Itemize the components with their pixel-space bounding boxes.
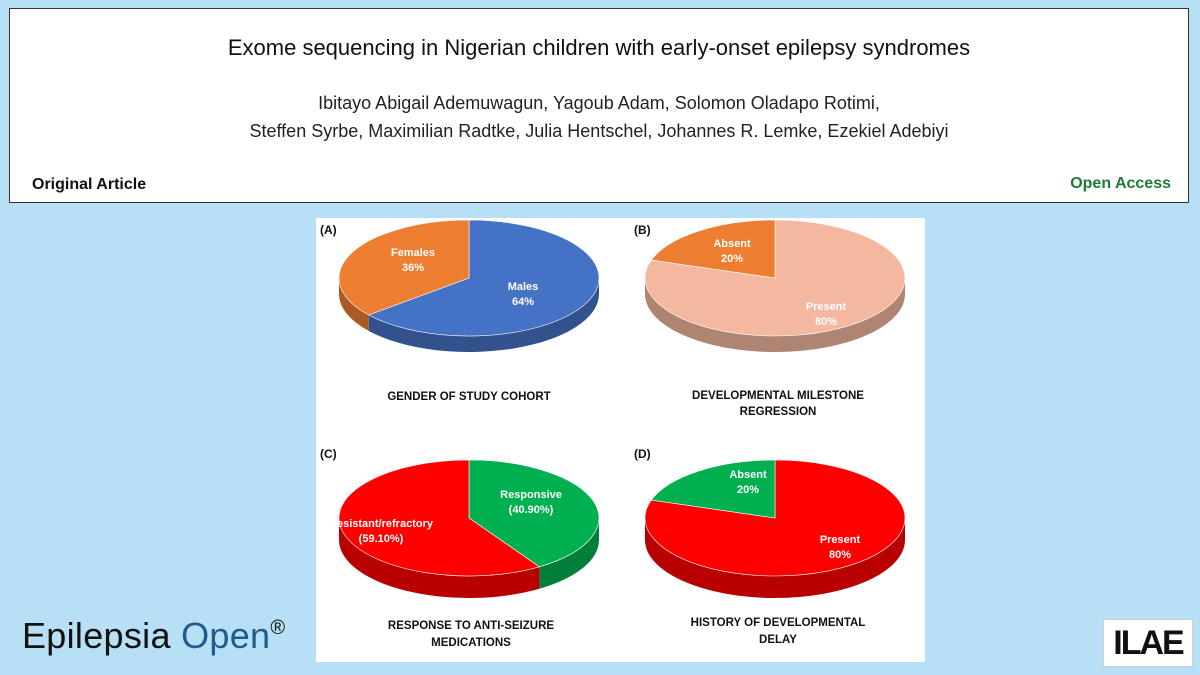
panel-label: (D) — [634, 447, 651, 461]
slice-value-label: 20% — [737, 484, 759, 496]
registered-mark: ® — [270, 617, 286, 639]
pie-slice-absent — [650, 459, 776, 519]
journal-name-part2: Open — [181, 615, 271, 656]
slice-value-label: 80% — [829, 549, 851, 561]
chart-caption: MEDICATIONS — [431, 637, 511, 649]
journal-name: Epilepsia Open® — [22, 615, 285, 657]
slice-label: Present — [806, 301, 847, 313]
article-type-label: Original Article — [32, 176, 147, 193]
slice-label: Females — [391, 247, 435, 259]
slice-label: Absent — [729, 469, 767, 481]
slice-label: Present — [820, 534, 861, 546]
slice-value-label: 36% — [402, 262, 424, 274]
slice-label: Resistant/refractory — [329, 518, 434, 530]
figure-panel: Males 64% Females 36% (A) GENDER OF STUDY COH… — [316, 218, 925, 662]
open-access-label: Open Access — [1070, 175, 1171, 192]
pie-side-present — [645, 518, 905, 598]
slice-label: Males — [508, 281, 539, 293]
slice-label: Absent — [713, 238, 751, 250]
pie-charts-figure: Males 64% Females 36% (A) GENDER OF STUDY COH… — [320, 219, 906, 649]
pie-chart-d: Present 80% Absent 20% (D) HISTORY OF DEVELOP… — [634, 447, 906, 646]
pie-side-responsive — [539, 518, 599, 589]
pie-chart-a: Males 64% Females 36% (A) GENDER OF STUDY COH… — [320, 219, 600, 403]
pie-side-present — [645, 278, 905, 352]
slice-value-label: 64% — [512, 296, 534, 308]
pie-side-females — [339, 278, 369, 331]
chart-caption: HISTORY OF DEVELOPMENTAL — [691, 617, 866, 629]
article-header: Exome sequencing in Nigerian children wi… — [9, 8, 1189, 203]
chart-caption: DELAY — [759, 634, 797, 646]
panel-label: (A) — [320, 223, 337, 237]
pie-slice-absent — [650, 219, 776, 279]
pie-slice-responsive — [468, 459, 600, 568]
chart-caption: RESPONSE TO ANTI-SEIZURE — [388, 620, 554, 632]
slice-value-label: (59.10%) — [359, 533, 404, 545]
chart-caption: REGRESSION — [740, 406, 817, 418]
pie-chart-c: Responsive (40.90%) Resistant/refractory (5… — [320, 447, 600, 649]
chart-caption: GENDER OF STUDY COHORT — [387, 391, 550, 403]
pie-slice-females — [338, 219, 470, 316]
pie-side-resistant-refractory — [339, 518, 540, 598]
authors-line-1: Ibitayo Abigail Ademuwagun, Yagoub Adam,… — [318, 93, 880, 113]
ilae-logo: ILAE — [1103, 619, 1193, 667]
panel-label: (B) — [634, 223, 651, 237]
slice-value-label: (40.90%) — [509, 504, 554, 516]
pie-slice-resistant-refractory — [338, 459, 541, 577]
authors-line-2: Steffen Syrbe, Maximilian Radtke, Julia … — [249, 121, 949, 141]
panel-label: (C) — [320, 447, 337, 461]
pie-chart-b: Present 80% Absent 20% (B) DEVELOPMENTAL MILE… — [634, 219, 906, 418]
author-list: Ibitayo Abigail Ademuwagun, Yagoub Adam,… — [10, 89, 1188, 145]
slice-label: Responsive — [500, 489, 562, 501]
article-title: Exome sequencing in Nigerian children wi… — [227, 35, 971, 60]
slice-value-label: 80% — [815, 316, 837, 328]
pie-slice-males — [368, 219, 600, 337]
slice-value-label: 20% — [721, 253, 743, 265]
chart-caption: DEVELOPMENTAL MILESTONE — [692, 390, 864, 402]
pie-side-males — [368, 278, 599, 352]
journal-name-part1: Epilepsia — [22, 615, 171, 656]
